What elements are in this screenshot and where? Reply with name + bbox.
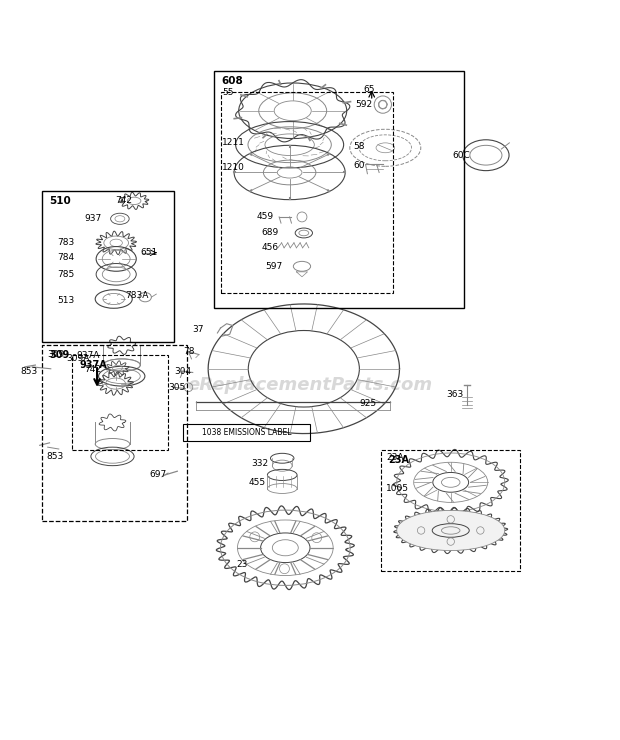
Ellipse shape [397, 511, 505, 551]
Bar [215, 70, 464, 309]
Text: 363: 363 [446, 390, 463, 399]
Bar [221, 92, 393, 293]
Text: 597: 597 [265, 262, 282, 271]
Text: 853: 853 [46, 452, 64, 461]
Text: 608: 608 [222, 75, 244, 86]
Text: 592: 592 [355, 100, 372, 109]
Text: 783: 783 [57, 238, 74, 247]
Text: 937A: 937A [77, 352, 100, 360]
Text: 853: 853 [20, 367, 37, 376]
Text: 455: 455 [248, 478, 265, 487]
Text: 689: 689 [262, 228, 279, 237]
Text: 309A: 309A [66, 354, 89, 363]
Text: 459: 459 [256, 212, 273, 221]
Text: 309: 309 [48, 350, 65, 359]
Text: 937: 937 [85, 215, 102, 223]
Text: 78: 78 [184, 347, 195, 356]
Text: 742: 742 [115, 196, 133, 205]
Text: 925: 925 [360, 400, 376, 408]
Text: 1005: 1005 [386, 484, 409, 493]
Text: 937A: 937A [80, 360, 107, 369]
Text: 60C: 60C [452, 151, 470, 160]
Text: 304: 304 [174, 367, 192, 376]
Text: 785: 785 [57, 270, 74, 279]
Text: 309: 309 [49, 350, 69, 360]
Text: 332: 332 [251, 460, 268, 468]
Text: 23A: 23A [386, 453, 404, 462]
Text: 305: 305 [168, 383, 185, 391]
Bar [42, 346, 187, 521]
Text: 37: 37 [193, 326, 204, 334]
Text: 697: 697 [149, 471, 167, 480]
Bar [381, 450, 520, 571]
Text: eReplacementParts.com: eReplacementParts.com [187, 377, 433, 394]
Text: 783A: 783A [125, 292, 148, 300]
Text: 510: 510 [49, 196, 71, 206]
Text: 23: 23 [236, 560, 247, 569]
Text: 1211: 1211 [223, 138, 246, 147]
Text: 651: 651 [140, 248, 157, 258]
Bar [184, 424, 310, 441]
Text: 60: 60 [353, 161, 365, 169]
Text: 1210: 1210 [223, 163, 246, 172]
Text: 513: 513 [57, 296, 74, 305]
Text: 784: 784 [57, 253, 74, 262]
Text: 742: 742 [85, 366, 102, 374]
Text: 456: 456 [262, 243, 279, 252]
Text: 1038 EMISSIONS LABEL: 1038 EMISSIONS LABEL [202, 428, 291, 437]
Text: 23A: 23A [388, 455, 409, 465]
Text: 58: 58 [353, 142, 365, 151]
Text: 55: 55 [223, 88, 234, 97]
Bar [73, 354, 168, 450]
Text: 65: 65 [364, 84, 375, 94]
Bar [42, 191, 174, 342]
